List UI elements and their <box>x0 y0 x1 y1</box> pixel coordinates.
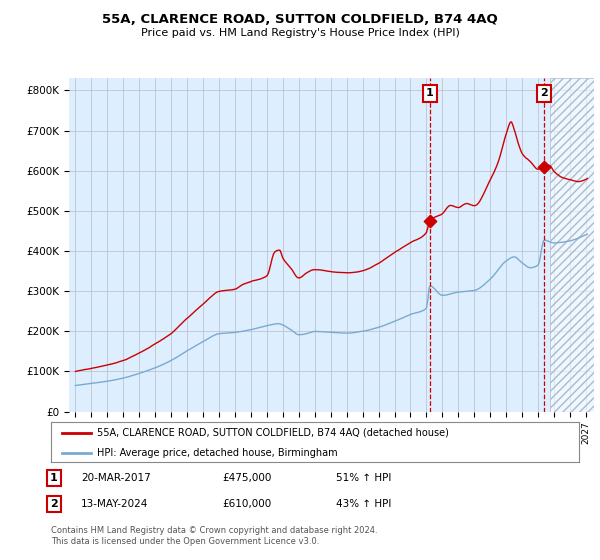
Text: 20-MAR-2017: 20-MAR-2017 <box>81 473 151 483</box>
Text: 13-MAY-2024: 13-MAY-2024 <box>81 499 148 509</box>
Point <box>539 162 549 171</box>
Point <box>425 216 434 225</box>
Text: 2: 2 <box>540 88 548 99</box>
Text: 55A, CLARENCE ROAD, SUTTON COLDFIELD, B74 4AQ (detached house): 55A, CLARENCE ROAD, SUTTON COLDFIELD, B7… <box>97 428 449 438</box>
Text: 51% ↑ HPI: 51% ↑ HPI <box>336 473 391 483</box>
Text: 1: 1 <box>50 473 58 483</box>
Bar <box>550 78 594 412</box>
Text: Contains HM Land Registry data © Crown copyright and database right 2024.
This d: Contains HM Land Registry data © Crown c… <box>51 526 377 546</box>
Text: 2: 2 <box>50 499 58 509</box>
Bar <box>550 78 594 412</box>
Text: Price paid vs. HM Land Registry's House Price Index (HPI): Price paid vs. HM Land Registry's House … <box>140 28 460 38</box>
Text: 55A, CLARENCE ROAD, SUTTON COLDFIELD, B74 4AQ: 55A, CLARENCE ROAD, SUTTON COLDFIELD, B7… <box>102 13 498 26</box>
Text: £475,000: £475,000 <box>222 473 271 483</box>
Text: HPI: Average price, detached house, Birmingham: HPI: Average price, detached house, Birm… <box>97 448 338 458</box>
Text: £610,000: £610,000 <box>222 499 271 509</box>
Text: 43% ↑ HPI: 43% ↑ HPI <box>336 499 391 509</box>
Text: 1: 1 <box>426 88 434 99</box>
